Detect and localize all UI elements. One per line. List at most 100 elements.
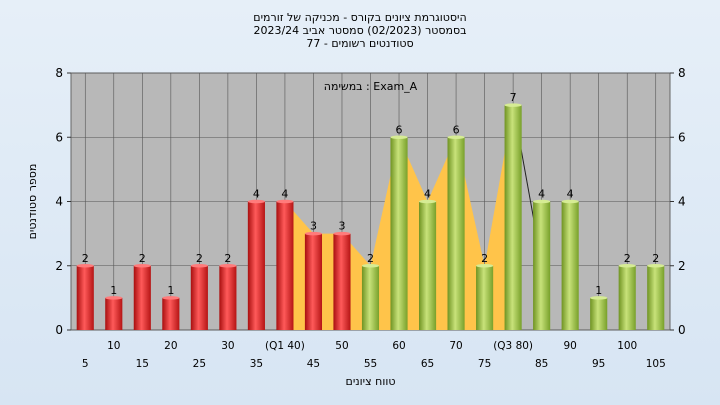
bar-cap bbox=[590, 296, 608, 300]
bar bbox=[105, 297, 123, 330]
bar-value-label: 3 bbox=[338, 220, 345, 233]
bar bbox=[76, 265, 94, 330]
bar bbox=[333, 233, 351, 330]
bar-value-label: 1 bbox=[167, 284, 174, 297]
y-tick-label-left: 8 bbox=[55, 66, 63, 80]
x-axis-label: טווח ציונים bbox=[346, 375, 396, 388]
bar bbox=[418, 201, 437, 330]
x-tick-label: 45 bbox=[307, 358, 320, 370]
bar-value-label: 4 bbox=[567, 188, 574, 201]
x-tick-label: 55 bbox=[364, 358, 377, 370]
bar-cap bbox=[190, 263, 208, 268]
bar-cap bbox=[618, 263, 636, 268]
bar bbox=[247, 201, 265, 330]
bar-cap bbox=[333, 231, 351, 236]
bar-value-label: 2 bbox=[139, 252, 146, 265]
bar bbox=[276, 201, 294, 330]
x-tick-label: 90 bbox=[563, 340, 576, 352]
bar-cap bbox=[219, 263, 237, 268]
y-tick-label-left: 6 bbox=[55, 130, 63, 144]
bar bbox=[647, 265, 665, 330]
bar-cap bbox=[390, 135, 408, 140]
bar-cap bbox=[418, 199, 437, 204]
bar bbox=[590, 297, 608, 330]
bar-value-label: 1 bbox=[595, 284, 602, 297]
bar-value-label: 2 bbox=[624, 252, 631, 265]
x-tick-label: 30 bbox=[221, 340, 234, 352]
bar bbox=[304, 233, 323, 330]
bar-cap bbox=[476, 263, 494, 268]
y-tick-label-right: 8 bbox=[678, 66, 686, 80]
x-tick-label: (Q1 40) bbox=[265, 340, 305, 352]
bar bbox=[361, 265, 380, 330]
bar-value-label: 2 bbox=[652, 252, 659, 265]
y-axis-label: מספר סטודנטים bbox=[26, 164, 39, 240]
bar-cap bbox=[533, 199, 551, 204]
x-tick-label: 105 bbox=[646, 358, 666, 370]
x-tick-label: 85 bbox=[535, 358, 548, 370]
bar-cap bbox=[647, 263, 665, 268]
bar-value-label: 4 bbox=[253, 188, 260, 201]
x-tick-label: 20 bbox=[164, 340, 177, 352]
y-tick-label-left: 4 bbox=[55, 195, 63, 209]
x-tick-label: 65 bbox=[421, 358, 434, 370]
x-tick-label: 15 bbox=[136, 358, 149, 370]
y-tick-label-left: 2 bbox=[55, 259, 63, 273]
y-tick-label-right: 2 bbox=[678, 259, 686, 273]
bar bbox=[447, 137, 465, 330]
bar-value-label: 6 bbox=[396, 123, 403, 136]
chart-title: היסטוגרמת ציונים בקורס - מכניקה של זורמי… bbox=[253, 11, 467, 24]
bar-value-label: 2 bbox=[481, 252, 488, 265]
bar-value-label: 4 bbox=[424, 188, 431, 201]
x-tick-label: 5 bbox=[82, 358, 89, 370]
y-tick-label-right: 0 bbox=[678, 323, 686, 337]
x-tick-label: 35 bbox=[250, 358, 263, 370]
x-tick-label: 70 bbox=[449, 340, 462, 352]
bar-cap bbox=[447, 135, 465, 140]
chart-subtitle-registered: סטודנטים רשומים - 77 bbox=[306, 37, 414, 50]
bar bbox=[561, 201, 579, 330]
bar-cap bbox=[105, 296, 123, 300]
bar bbox=[618, 265, 636, 330]
bar-value-label: 2 bbox=[82, 252, 89, 265]
bar bbox=[190, 265, 208, 330]
bar bbox=[219, 265, 237, 330]
bar-cap bbox=[504, 103, 522, 107]
bar bbox=[390, 137, 408, 330]
bar-value-label: 2 bbox=[367, 252, 374, 265]
x-tick-label: 100 bbox=[617, 340, 637, 352]
x-tick-label: 75 bbox=[478, 358, 491, 370]
bar bbox=[162, 297, 180, 330]
bar bbox=[133, 265, 151, 330]
x-tick-label: 10 bbox=[107, 340, 120, 352]
y-tick-label-right: 4 bbox=[678, 195, 686, 209]
x-tick-label: 60 bbox=[392, 340, 405, 352]
bar-cap bbox=[162, 296, 180, 300]
bar-cap bbox=[361, 263, 380, 268]
chart-subtitle-semester: בסמסטר (02/2023) סמסטר אביב 2023/24 bbox=[253, 24, 467, 37]
bar-cap bbox=[276, 199, 294, 204]
bar bbox=[504, 105, 522, 330]
y-tick-label-left: 0 bbox=[55, 323, 63, 337]
bar-value-label: 4 bbox=[538, 188, 545, 201]
x-tick-label: 25 bbox=[193, 358, 206, 370]
bar-value-label: 7 bbox=[510, 91, 517, 104]
bar bbox=[533, 201, 551, 330]
bar-cap bbox=[133, 263, 151, 268]
bar bbox=[476, 265, 494, 330]
bar-value-label: 1 bbox=[110, 284, 117, 297]
x-tick-label: 95 bbox=[592, 358, 605, 370]
y-tick-label-right: 6 bbox=[678, 130, 686, 144]
bar-cap bbox=[304, 231, 323, 236]
bar-value-label: 3 bbox=[310, 220, 317, 233]
bar-cap bbox=[247, 199, 265, 204]
bar-value-label: 2 bbox=[196, 252, 203, 265]
bar-value-label: 6 bbox=[453, 123, 460, 136]
bar-value-label: 2 bbox=[224, 252, 231, 265]
bar-value-label: 4 bbox=[281, 188, 288, 201]
chart-annotation: במשימה : Exam_A bbox=[324, 80, 418, 93]
x-tick-label: (Q3 80) bbox=[493, 340, 533, 352]
x-tick-label: 50 bbox=[335, 340, 348, 352]
